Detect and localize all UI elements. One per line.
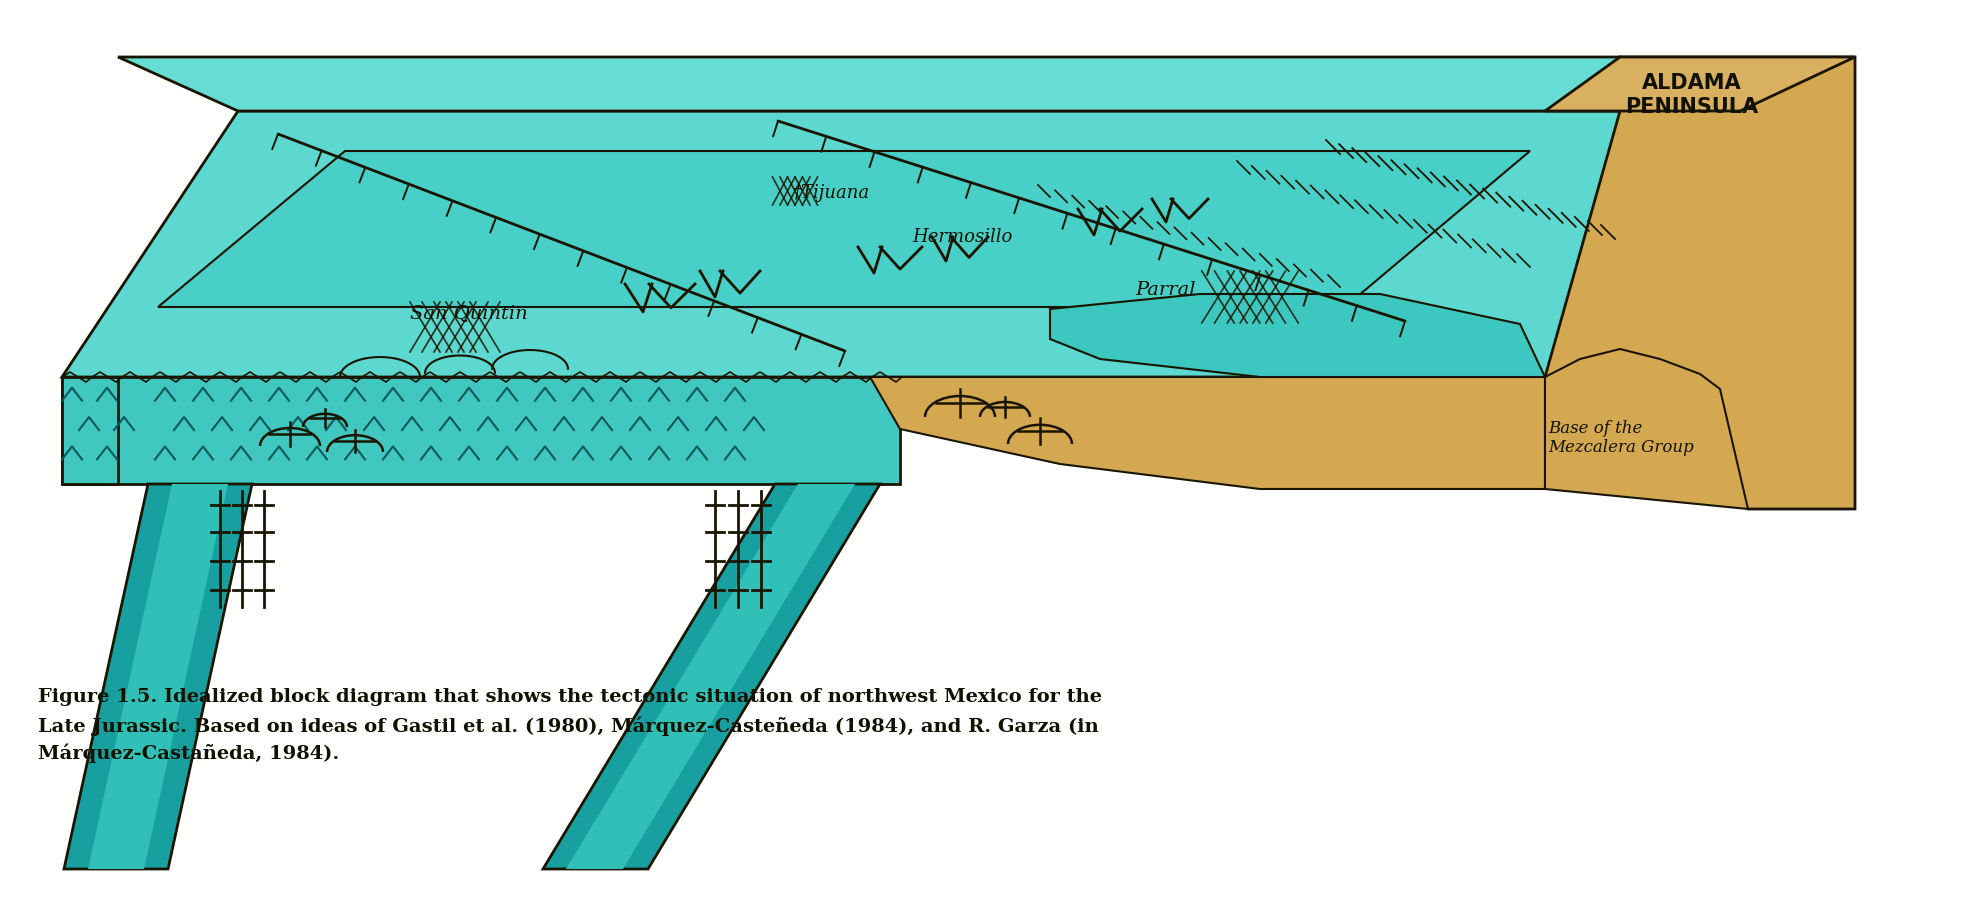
- Polygon shape: [158, 152, 1529, 308]
- Text: ALDAMA
PENINSULA: ALDAMA PENINSULA: [1624, 74, 1758, 117]
- Polygon shape: [61, 378, 900, 484]
- Polygon shape: [1050, 295, 1545, 378]
- Polygon shape: [118, 58, 1738, 112]
- Text: Márquez-Castañeda, 1984).: Márquez-Castañeda, 1984).: [37, 743, 339, 763]
- Text: Base of the
Mezcalera Group: Base of the Mezcalera Group: [1547, 419, 1693, 456]
- Polygon shape: [870, 378, 1545, 490]
- Text: †Tijuana: †Tijuana: [791, 184, 868, 202]
- Polygon shape: [1545, 58, 1855, 509]
- Polygon shape: [543, 484, 880, 869]
- Text: Parral: Parral: [1134, 280, 1196, 299]
- Polygon shape: [1545, 349, 1748, 509]
- Polygon shape: [61, 112, 1738, 378]
- Text: Late Jurassic. Based on ideas of Gastil et al. (1980), Márquez-Casteñeda (1984),: Late Jurassic. Based on ideas of Gastil …: [37, 715, 1099, 734]
- Polygon shape: [61, 378, 118, 484]
- Text: Figure 1.5. Idealized block diagram that shows the tectonic situation of northwe: Figure 1.5. Idealized block diagram that…: [37, 687, 1101, 705]
- Polygon shape: [566, 484, 854, 869]
- Polygon shape: [1545, 58, 1855, 112]
- Polygon shape: [63, 484, 253, 869]
- Polygon shape: [89, 484, 229, 869]
- Text: Hermosillo: Hermosillo: [912, 228, 1012, 245]
- Text: San Quintin: San Quintin: [410, 303, 527, 322]
